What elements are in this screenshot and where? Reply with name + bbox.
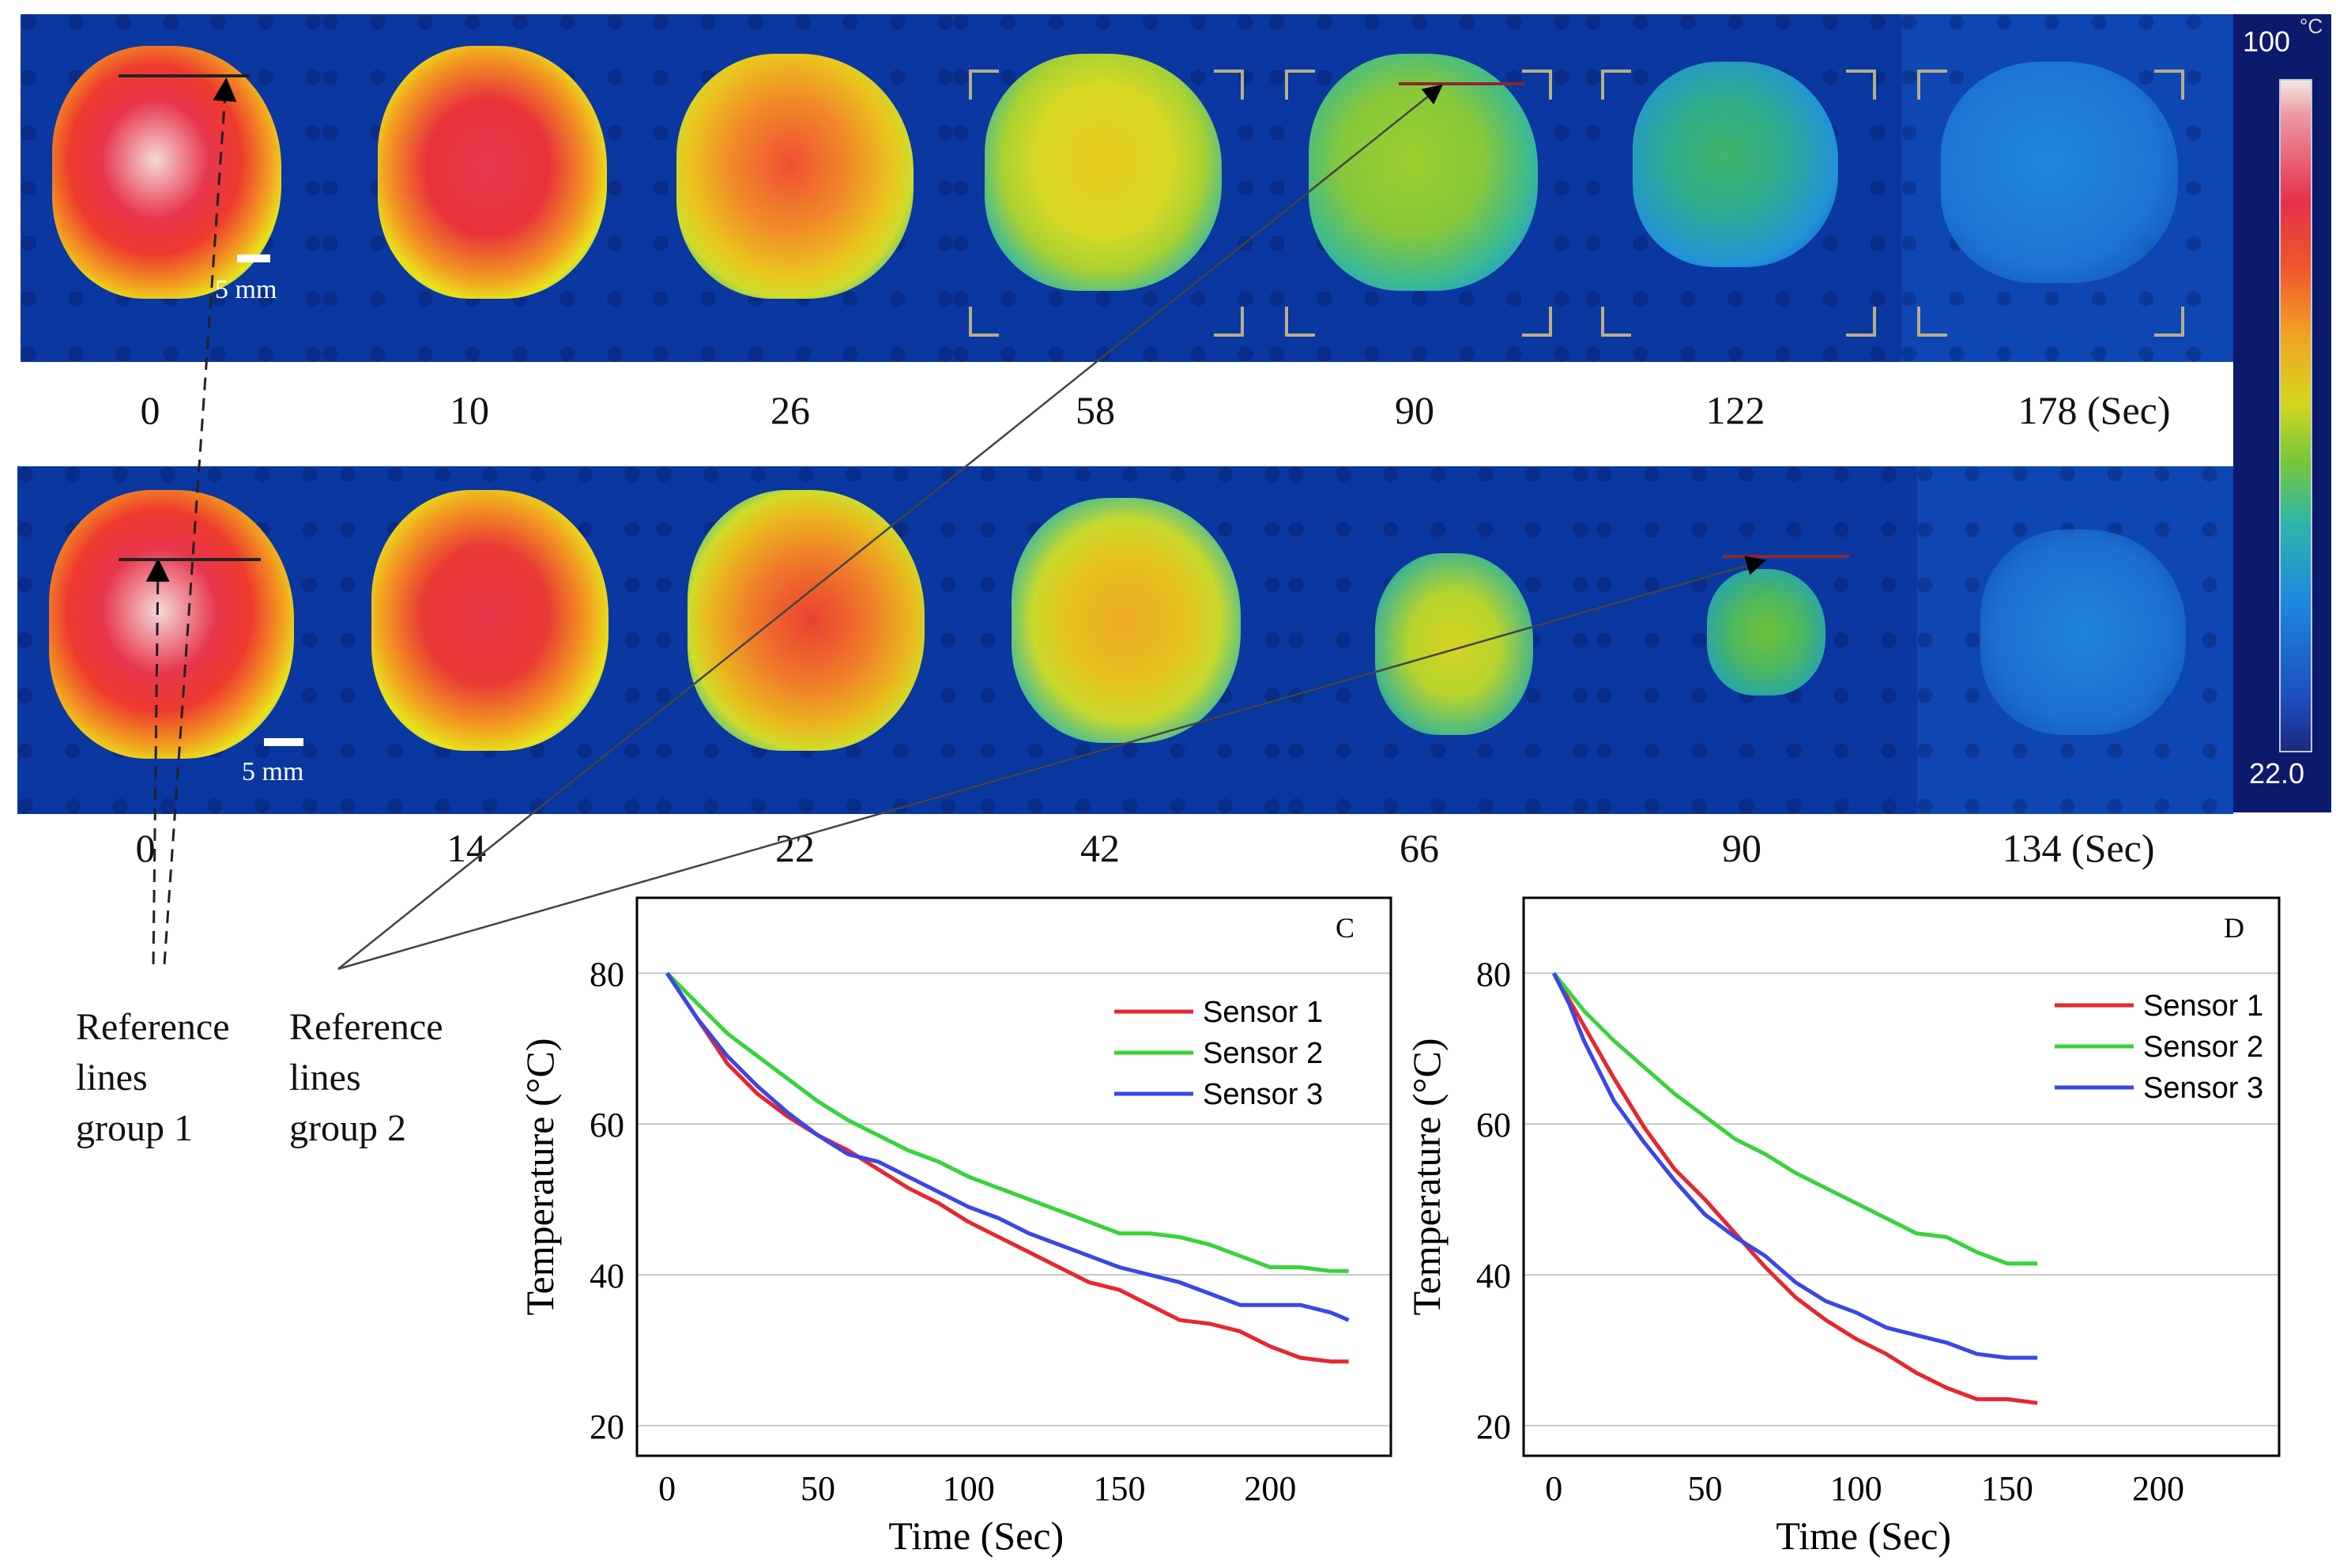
x-tick-label: 150 bbox=[1981, 1469, 2033, 1508]
series-line-sensor-2 bbox=[665, 971, 1349, 1273]
thermal-image-a5 bbox=[1269, 14, 1585, 362]
x-tick-label: 200 bbox=[1244, 1469, 1296, 1508]
series-line-sensor-1 bbox=[665, 972, 1349, 1364]
scale-bar-b bbox=[264, 738, 303, 746]
time-label-a6: 122 bbox=[1705, 388, 1765, 432]
thermal-image-a3 bbox=[653, 14, 953, 362]
x-tick-label: 100 bbox=[1830, 1469, 1882, 1508]
x-axis-label: Time (Sec) bbox=[888, 1513, 1064, 1558]
series-line-sensor-1 bbox=[1552, 972, 2038, 1405]
temperature-colorbar: °C 100 22.0 bbox=[2233, 14, 2331, 812]
x-tick-label: 0 bbox=[658, 1469, 676, 1508]
thermal-image-b5 bbox=[1288, 466, 1596, 814]
thermal-image-a2 bbox=[322, 14, 653, 362]
thermal-image-a1 bbox=[21, 14, 322, 362]
time-label-b1: 0 bbox=[135, 826, 156, 870]
legend-label: Sensor 2 bbox=[1203, 1037, 1323, 1070]
series-line-sensor-3 bbox=[1551, 972, 2038, 1360]
colorbar-unit: °C bbox=[2300, 14, 2323, 38]
y-tick-label: 60 bbox=[1476, 1106, 1511, 1144]
y-tick-label: 20 bbox=[1476, 1408, 1511, 1446]
thermal-image-b6 bbox=[1596, 466, 1917, 814]
time-label-a4: 58 bbox=[1076, 388, 1115, 432]
plot-frame bbox=[1522, 896, 2281, 1457]
plot-frame bbox=[635, 896, 1392, 1457]
scale-label-a: 5 mm bbox=[215, 275, 277, 304]
panel-letter: C bbox=[1336, 912, 1355, 944]
reference-group1-label: Reference lines group 1 bbox=[76, 1006, 230, 1149]
time-label-a5: 90 bbox=[1395, 388, 1434, 432]
chart-c: 20 40 60 80 0 50 100 150 200 Time (Sec) Temperatur… bbox=[518, 896, 1392, 1558]
time-label-a3: 26 bbox=[771, 388, 810, 432]
legend-label: Sensor 3 bbox=[2143, 1072, 2263, 1105]
y-tick-label: 20 bbox=[590, 1408, 624, 1446]
panel-letter: D bbox=[2224, 912, 2244, 944]
legend-label: Sensor 1 bbox=[2143, 989, 2263, 1023]
colorbar-min: 22.0 bbox=[2249, 757, 2305, 790]
time-label-a1: 0 bbox=[140, 388, 160, 432]
series-line-sensor-3 bbox=[665, 972, 1350, 1322]
legend-label: Sensor 3 bbox=[1203, 1078, 1323, 1111]
y-axis-label: Temperature (°C) bbox=[1407, 1038, 1449, 1315]
thermal-image-b2 bbox=[340, 466, 656, 814]
x-tick-label: 0 bbox=[1545, 1469, 1562, 1508]
time-label-b7: 134 (Sec) bbox=[2002, 826, 2155, 870]
time-label-b4: 42 bbox=[1080, 826, 1120, 870]
series-line-sensor-2 bbox=[1552, 971, 2038, 1266]
x-tick-label: 50 bbox=[1687, 1469, 1722, 1508]
chart-d: 20 40 60 80 0 50 100 150 200 Time (Sec) Temperatur… bbox=[1407, 896, 2281, 1558]
scale-label-b: 5 mm bbox=[242, 757, 304, 786]
time-label-b5: 66 bbox=[1400, 826, 1439, 870]
y-tick-label: 40 bbox=[590, 1257, 624, 1295]
y-tick-label: 80 bbox=[1476, 955, 1511, 993]
x-tick-label: 200 bbox=[2132, 1469, 2184, 1508]
thermal-image-b3 bbox=[656, 466, 980, 814]
thermal-image-a7 bbox=[1901, 14, 2233, 362]
y-axis-label: Temperature (°C) bbox=[518, 1038, 562, 1315]
colorbar-max: 100 bbox=[2243, 25, 2291, 58]
scale-bar-a bbox=[237, 254, 270, 262]
y-tick-label: 60 bbox=[590, 1106, 624, 1144]
thermal-image-b7 bbox=[1917, 466, 2233, 814]
reference-group2-label: Reference lines group 2 bbox=[289, 1006, 443, 1149]
thermal-image-a6 bbox=[1585, 14, 1901, 362]
x-axis-label: Time (Sec) bbox=[1776, 1513, 1951, 1558]
colorbar-gradient bbox=[2279, 79, 2312, 752]
legend-label: Sensor 2 bbox=[2143, 1031, 2263, 1064]
time-label-a2: 10 bbox=[450, 388, 489, 432]
time-label-b3: 22 bbox=[775, 826, 815, 870]
thermal-image-b4 bbox=[980, 466, 1288, 814]
x-tick-label: 100 bbox=[943, 1469, 995, 1508]
x-tick-label: 50 bbox=[801, 1469, 835, 1508]
legend-label: Sensor 1 bbox=[1203, 996, 1323, 1029]
time-label-b2: 14 bbox=[446, 826, 486, 870]
x-tick-label: 150 bbox=[1094, 1469, 1146, 1508]
thermal-image-a4 bbox=[953, 14, 1269, 362]
y-tick-label: 40 bbox=[1476, 1257, 1511, 1295]
y-tick-label: 80 bbox=[590, 955, 624, 993]
time-label-b6: 90 bbox=[1722, 826, 1761, 870]
time-label-a7: 178 (Sec) bbox=[2018, 388, 2171, 432]
